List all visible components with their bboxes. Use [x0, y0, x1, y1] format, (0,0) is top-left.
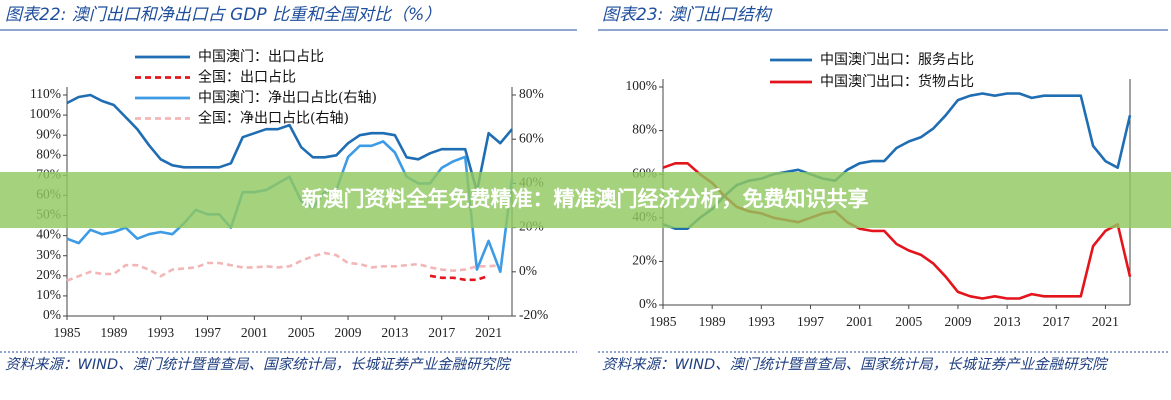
x-tick-label: 2001	[241, 325, 268, 340]
banner-text: 新澳门资料全年免费精准：精准澳门经济分析，免费知识共享	[302, 187, 869, 211]
x-tick-label: 2021	[1092, 314, 1119, 329]
y2-tick-label: 60%	[519, 130, 544, 145]
y-tick-label: 0%	[639, 296, 657, 311]
y2-tick-label: -20%	[519, 307, 548, 322]
y-tick-label: 110%	[30, 86, 61, 101]
y-tick-label: 30%	[36, 247, 61, 262]
x-tick-label: 2013	[994, 314, 1021, 329]
x-tick-label: 1993	[748, 314, 775, 329]
chart-title: 图表23: 澳门出口结构	[602, 5, 773, 25]
y-tick-label: 20%	[632, 252, 657, 267]
x-tick-label: 2001	[846, 314, 873, 329]
x-tick-label: 2005	[895, 314, 922, 329]
source-note: 资料来源：WIND、澳门统计暨普查局、国家统计局，长城证券产业金融研究院	[5, 357, 510, 373]
x-tick-label: 1989	[100, 325, 127, 340]
x-tick-label: 2009	[944, 314, 971, 329]
legend-label: 全国：出口占比	[198, 69, 296, 86]
series-line	[66, 93, 513, 193]
x-tick-label: 1993	[147, 325, 174, 340]
y2-tick-label: 0%	[519, 263, 537, 278]
x-tick-label: 2017	[1043, 314, 1070, 329]
x-tick-label: 1985	[650, 314, 677, 329]
series-line	[429, 274, 490, 282]
banner-bg	[0, 172, 1171, 228]
chart-title: 图表22: 澳门出口和净出口占 GDP 比重和全国对比（%）	[5, 5, 441, 25]
x-tick-label: 2009	[335, 325, 362, 340]
x-tick-label: 1989	[699, 314, 726, 329]
x-tick-label: 1997	[194, 325, 221, 340]
y2-tick-label: 80%	[519, 86, 544, 101]
y-tick-label: 90%	[36, 126, 61, 141]
x-tick-label: 2013	[381, 325, 408, 340]
y-tick-label: 80%	[632, 122, 657, 137]
legend-label: 中国澳门出口：服务占比	[820, 52, 974, 68]
y-tick-label: 80%	[36, 146, 61, 161]
x-tick-label: 2021	[475, 325, 502, 340]
y-tick-label: 100%	[626, 78, 658, 93]
legend-label: 全国：净出口占比(右轴)	[198, 110, 349, 127]
y-tick-label: 40%	[36, 227, 61, 242]
y-tick-label: 20%	[36, 267, 61, 282]
source-note: 资料来源：WIND、澳门统计暨普查局、国家统计局，长城证券产业金融研究院	[602, 357, 1107, 373]
x-tick-label: 1985	[54, 325, 81, 340]
legend-label: 中国澳门：净出口占比(右轴)	[198, 90, 377, 106]
x-tick-label: 2017	[428, 325, 455, 340]
y-tick-label: 100%	[30, 106, 62, 121]
legend-label: 中国澳门出口：货物占比	[820, 73, 974, 90]
y-tick-label: 0%	[43, 307, 61, 322]
y-tick-label: 10%	[36, 287, 61, 302]
legend-label: 中国澳门：出口占比	[198, 49, 324, 65]
x-tick-label: 2005	[288, 325, 315, 340]
x-tick-label: 1997	[797, 314, 824, 329]
